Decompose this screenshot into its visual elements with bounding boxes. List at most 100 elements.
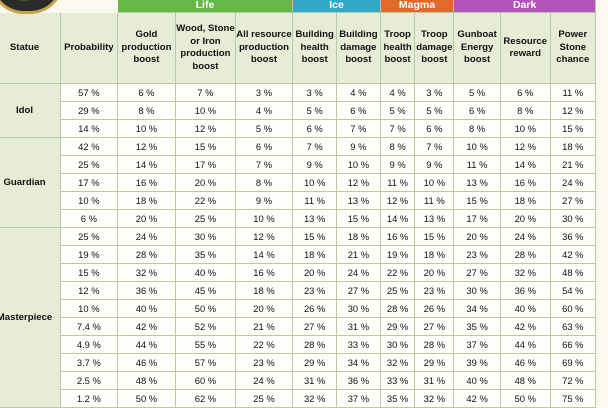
table-row: 17 % 16 % 20 % 8 % 10 % 12 % 11 % 10 % 13 % 16 % 2… (0, 173, 597, 192)
cell-all: 3 % (234, 83, 294, 102)
cell-bdamage: 21 % (336, 245, 381, 264)
cell-bdamage: 6 % (336, 101, 381, 120)
cell-resource: 48 % (499, 371, 551, 390)
cell-bdamage: 36 % (336, 371, 381, 390)
cell-all: 9 % (234, 191, 294, 210)
table-row: 19 % 28 % 35 % 14 % 18 % 21 % 19 % 18 % 23 % 28 %… (0, 245, 597, 264)
cell-bhealth: 28 % (292, 335, 338, 354)
cell-all: 18 % (234, 281, 294, 300)
cell-probability: 25 % (60, 155, 118, 174)
cell-bdamage: 7 % (336, 119, 381, 138)
cell-bdamage: 10 % (336, 155, 381, 174)
cell-gold: 44 % (116, 335, 177, 354)
cell-wood: 20 % (175, 173, 236, 192)
cell-thealth: 8 % (379, 137, 416, 156)
table-row: 3.7 % 46 % 57 % 23 % 29 % 34 % 32 % 29 % 39 % 46 … (0, 353, 597, 372)
cell-bhealth: 20 % (292, 263, 338, 282)
cell-tdamage: 26 % (414, 299, 455, 318)
category-blank (60, 0, 118, 13)
cell-gold: 40 % (116, 299, 177, 318)
cell-all: 25 % (234, 389, 294, 408)
table-row: 25 % 14 % 17 % 7 % 9 % 10 % 9 % 9 % 11 % 14 % 21 % (0, 155, 597, 174)
table-row: 12 % 36 % 45 % 18 % 23 % 27 % 25 % 23 % 30 % 36 %… (0, 281, 597, 300)
cell-bhealth: 26 % (292, 299, 338, 318)
cell-tdamage: 32 % (414, 389, 455, 408)
cell-probability: 14 % (60, 119, 118, 138)
cell-thealth: 30 % (379, 335, 416, 354)
table-row: Guardian 42 % 12 % 15 % 6 % 7 % 9 % 8 % 7 % 10 % 1… (0, 137, 597, 228)
cell-bhealth: 23 % (292, 281, 338, 300)
cell-all: 7 % (234, 155, 294, 174)
cell-wood: 17 % (175, 155, 236, 174)
cell-wood: 12 % (175, 119, 236, 138)
cell-bhealth: 3 % (292, 83, 338, 102)
cell-resource: 14 % (499, 155, 551, 174)
cell-all: 24 % (234, 371, 294, 390)
cell-all: 4 % (234, 101, 294, 120)
cell-wood: 62 % (175, 389, 236, 408)
cell-probability: 57 % (60, 83, 118, 102)
col-header-troop-damage: Troop damage boost (414, 12, 455, 84)
cell-gunboat: 42 % (453, 389, 501, 408)
cell-tdamage: 5 % (414, 101, 455, 120)
cell-bdamage: 24 % (336, 263, 381, 282)
cell-power: 12 % (549, 101, 597, 120)
statue-name: Masterpiece (0, 227, 62, 408)
col-header-probability: Probability (60, 12, 118, 84)
cell-gunboat: 34 % (453, 299, 501, 318)
col-header-all-resource: All resource production boost (234, 12, 294, 84)
cell-resource: 50 % (499, 389, 551, 408)
cell-gold: 16 % (116, 173, 177, 192)
col-header-gold: Gold production boost (116, 12, 177, 84)
cell-resource: 46 % (499, 353, 551, 372)
cell-thealth: 12 % (379, 191, 416, 210)
table-row: 10 % 40 % 50 % 20 % 26 % 30 % 28 % 26 % 34 % 40 %… (0, 299, 597, 318)
cell-probability: 10 % (60, 299, 118, 318)
category-magma: Magma (379, 0, 455, 13)
cell-bdamage: 30 % (336, 299, 381, 318)
cell-probability: 1.2 % (60, 389, 118, 408)
cell-power: 11 % (549, 83, 597, 102)
cell-gunboat: 11 % (453, 155, 501, 174)
cell-power: 21 % (549, 155, 597, 174)
cell-power: 15 % (549, 119, 597, 138)
cell-wood: 57 % (175, 353, 236, 372)
cell-all: 8 % (234, 173, 294, 192)
cell-gunboat: 20 % (453, 227, 501, 246)
cell-power: 24 % (549, 173, 597, 192)
cell-gunboat: 39 % (453, 353, 501, 372)
cell-tdamage: 10 % (414, 173, 455, 192)
cell-thealth: 5 % (379, 101, 416, 120)
cell-gold: 10 % (116, 119, 177, 138)
cell-gold: 42 % (116, 317, 177, 336)
cell-resource: 40 % (499, 299, 551, 318)
cell-resource: 16 % (499, 173, 551, 192)
cell-bhealth: 15 % (292, 227, 338, 246)
cell-probability: 25 % (60, 227, 118, 246)
cell-probability: 42 % (60, 137, 118, 156)
cell-gunboat: 10 % (453, 137, 501, 156)
statue-name: Idol (0, 83, 62, 138)
cell-gold: 6 % (116, 83, 177, 102)
cell-all: 10 % (234, 209, 294, 228)
cell-bhealth: 29 % (292, 353, 338, 372)
cell-bdamage: 13 % (336, 191, 381, 210)
cell-probability: 3.7 % (60, 353, 118, 372)
cell-power: 60 % (549, 299, 597, 318)
cell-thealth: 32 % (379, 353, 416, 372)
cell-tdamage: 15 % (414, 227, 455, 246)
cell-gunboat: 8 % (453, 119, 501, 138)
cell-thealth: 25 % (379, 281, 416, 300)
cell-tdamage: 9 % (414, 155, 455, 174)
column-header-row: Statue Probability Gold production boost… (0, 12, 597, 84)
cell-tdamage: 6 % (414, 119, 455, 138)
cell-all: 14 % (234, 245, 294, 264)
cell-wood: 55 % (175, 335, 236, 354)
cell-probability: 29 % (60, 101, 118, 120)
cell-wood: 40 % (175, 263, 236, 282)
cell-gold: 48 % (116, 371, 177, 390)
cell-bhealth: 10 % (292, 173, 338, 192)
cell-bhealth: 5 % (292, 101, 338, 120)
cell-all: 20 % (234, 299, 294, 318)
cell-all: 12 % (234, 227, 294, 246)
